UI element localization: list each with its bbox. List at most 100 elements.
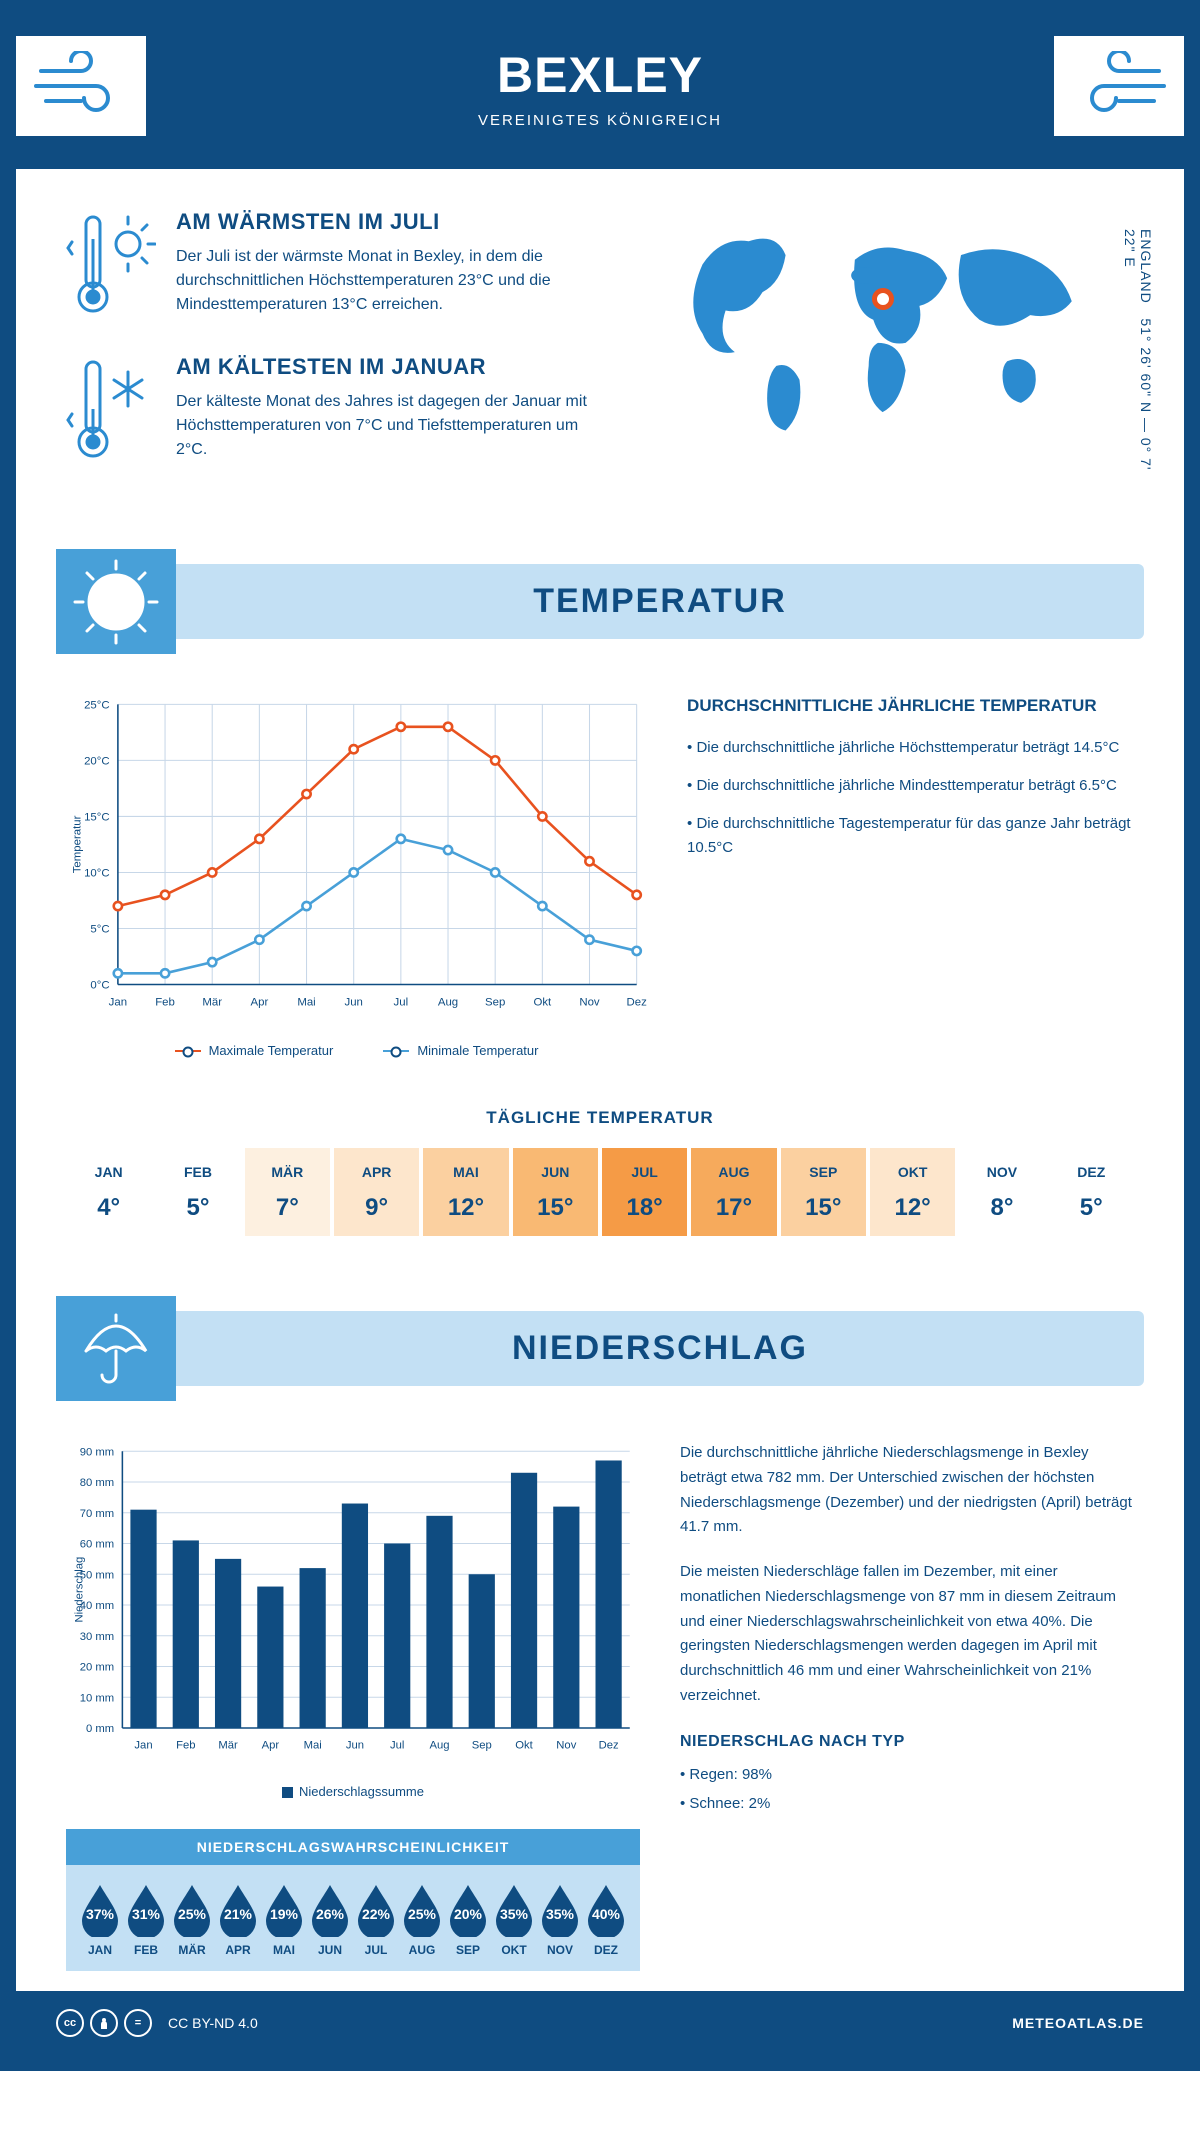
daily-temp-cell: DEZ5° xyxy=(1049,1148,1134,1236)
world-map xyxy=(640,209,1134,449)
probability-cell: 31% FEB xyxy=(124,1883,168,1957)
probability-value: 25% xyxy=(408,1906,436,1922)
temp-value: 5° xyxy=(1049,1194,1134,1222)
country-subtitle: VEREINIGTES KÖNIGREICH xyxy=(36,112,1164,129)
svg-text:5°C: 5°C xyxy=(90,924,109,936)
summary-section: AM WÄRMSTEN IM JULI Der Juli ist der wär… xyxy=(16,169,1184,529)
svg-text:Feb: Feb xyxy=(155,996,175,1008)
probability-cell: 20% SEP xyxy=(446,1883,490,1957)
svg-text:Mai: Mai xyxy=(297,996,315,1008)
probability-month: JAN xyxy=(78,1943,122,1957)
nd-icon: = xyxy=(124,2009,152,2037)
probability-cell: 21% APR xyxy=(216,1883,260,1957)
svg-text:Sep: Sep xyxy=(485,996,505,1008)
probability-month: NOV xyxy=(538,1943,582,1957)
thermometer-hot-icon xyxy=(66,209,156,319)
probability-month: JUL xyxy=(354,1943,398,1957)
probability-title: NIEDERSCHLAGSWAHRSCHEINLICHKEIT xyxy=(66,1829,640,1865)
svg-text:Sep: Sep xyxy=(472,1740,492,1752)
temperature-line-chart: 0°C5°C10°C15°C20°C25°CJanFebMärAprMaiJun… xyxy=(66,694,647,1026)
raindrop-icon: 26% xyxy=(308,1883,352,1937)
daily-temp-cell: MAI12° xyxy=(423,1148,508,1236)
summary-left: AM WÄRMSTEN IM JULI Der Juli ist der wär… xyxy=(66,209,610,499)
facts-heading: DURCHSCHNITTLICHE JÄHRLICHE TEMPERATUR xyxy=(687,694,1134,718)
probability-cell: 22% JUL xyxy=(354,1883,398,1957)
svg-text:Jan: Jan xyxy=(134,1740,152,1752)
probability-cell: 35% NOV xyxy=(538,1883,582,1957)
svg-text:Mär: Mär xyxy=(218,1740,238,1752)
license-text: CC BY-ND 4.0 xyxy=(168,2015,258,2031)
svg-text:Temperatur: Temperatur xyxy=(72,815,84,873)
bar-chart-legend: Niederschlagssumme xyxy=(66,1784,640,1799)
svg-text:Mär: Mär xyxy=(202,996,222,1008)
temperature-header: TEMPERATUR xyxy=(56,549,1144,654)
warmest-block: AM WÄRMSTEN IM JULI Der Juli ist der wär… xyxy=(66,209,610,319)
temp-month-label: APR xyxy=(334,1164,419,1180)
cc-icon: cc xyxy=(56,2009,84,2037)
daily-temp-cell: SEP15° xyxy=(781,1148,866,1236)
raindrop-icon: 22% xyxy=(354,1883,398,1937)
temp-month-label: AUG xyxy=(691,1164,776,1180)
temp-month-label: OKT xyxy=(870,1164,955,1180)
svg-text:80 mm: 80 mm xyxy=(80,1477,114,1489)
probability-value: 21% xyxy=(224,1906,252,1922)
temp-value: 18° xyxy=(602,1194,687,1222)
svg-text:25°C: 25°C xyxy=(84,700,110,712)
temp-month-label: JUL xyxy=(602,1164,687,1180)
svg-text:Okt: Okt xyxy=(515,1740,533,1752)
raindrop-icon: 20% xyxy=(446,1883,490,1937)
probability-month: OKT xyxy=(492,1943,536,1957)
daily-temp-cell: OKT 12° xyxy=(870,1148,955,1236)
temp-value: 15° xyxy=(513,1194,598,1222)
bar-legend-label: Niederschlagssumme xyxy=(299,1784,424,1799)
probability-value: 35% xyxy=(546,1906,574,1922)
probability-cell: 26% JUN xyxy=(308,1883,352,1957)
probability-value: 22% xyxy=(362,1906,390,1922)
svg-text:Nov: Nov xyxy=(579,996,600,1008)
svg-text:0°C: 0°C xyxy=(90,980,109,992)
svg-text:Nov: Nov xyxy=(556,1740,576,1752)
precipitation-header: NIEDERSCHLAG xyxy=(56,1296,1144,1401)
svg-text:Feb: Feb xyxy=(176,1740,195,1752)
probability-box: NIEDERSCHLAGSWAHRSCHEINLICHKEIT 37% JAN … xyxy=(66,1829,640,1971)
svg-text:Jul: Jul xyxy=(394,996,409,1008)
fact-item: • Die durchschnittliche Tagestemperatur … xyxy=(687,812,1134,860)
probability-row: 37% JAN 31% FEB 25% MÄR 21% APR 19% MAI xyxy=(66,1865,640,1971)
temp-month-label: SEP xyxy=(781,1164,866,1180)
probability-cell: 37% JAN xyxy=(78,1883,122,1957)
precip-para-2: Die meisten Niederschläge fallen im Deze… xyxy=(680,1560,1134,1709)
raindrop-icon: 35% xyxy=(538,1883,582,1937)
temp-value: 7° xyxy=(245,1194,330,1222)
probability-value: 19% xyxy=(270,1906,298,1922)
svg-text:Aug: Aug xyxy=(429,1740,449,1752)
city-title: BEXLEY xyxy=(36,46,1164,104)
probability-value: 40% xyxy=(592,1906,620,1922)
svg-text:Apr: Apr xyxy=(262,1740,280,1752)
type-item: • Regen: 98% xyxy=(680,1763,1134,1788)
probability-month: FEB xyxy=(124,1943,168,1957)
svg-text:90 mm: 90 mm xyxy=(80,1446,114,1458)
wind-icon xyxy=(16,36,146,136)
coldest-body: Der kälteste Monat des Jahres ist dagege… xyxy=(176,390,610,462)
temp-month-label: MÄR xyxy=(245,1164,330,1180)
probability-value: 25% xyxy=(178,1906,206,1922)
line-chart-container: 0°C5°C10°C15°C20°C25°CJanFebMärAprMaiJun… xyxy=(66,694,647,1058)
probability-month: APR xyxy=(216,1943,260,1957)
daily-temp-cell: JAN4° xyxy=(66,1148,151,1236)
legend-item: Maximale Temperatur xyxy=(175,1043,334,1058)
probability-month: DEZ xyxy=(584,1943,628,1957)
legend-swatch xyxy=(282,1787,293,1798)
temp-month-label: MAI xyxy=(423,1164,508,1180)
daily-temp-cell: APR9° xyxy=(334,1148,419,1236)
probability-month: SEP xyxy=(446,1943,490,1957)
probability-month: JUN xyxy=(308,1943,352,1957)
world-map-box: ENGLAND 51° 26' 60" N — 0° 7' 22" E xyxy=(640,209,1134,499)
svg-text:Dez: Dez xyxy=(627,996,648,1008)
daily-temp-grid: JAN4°FEB5°MÄR7°APR9°MAI12°JUN15°JUL18°AU… xyxy=(66,1148,1134,1236)
fact-item: • Die durchschnittliche jährliche Mindes… xyxy=(687,774,1134,798)
raindrop-icon: 37% xyxy=(78,1883,122,1937)
precipitation-chart-row: 0 mm10 mm20 mm30 mm40 mm50 mm60 mm70 mm8… xyxy=(16,1431,1184,1991)
temp-value: 12° xyxy=(870,1194,955,1222)
temp-value: 8° xyxy=(959,1194,1044,1222)
precip-by-type-heading: NIEDERSCHLAG NACH TYP xyxy=(680,1729,1134,1755)
